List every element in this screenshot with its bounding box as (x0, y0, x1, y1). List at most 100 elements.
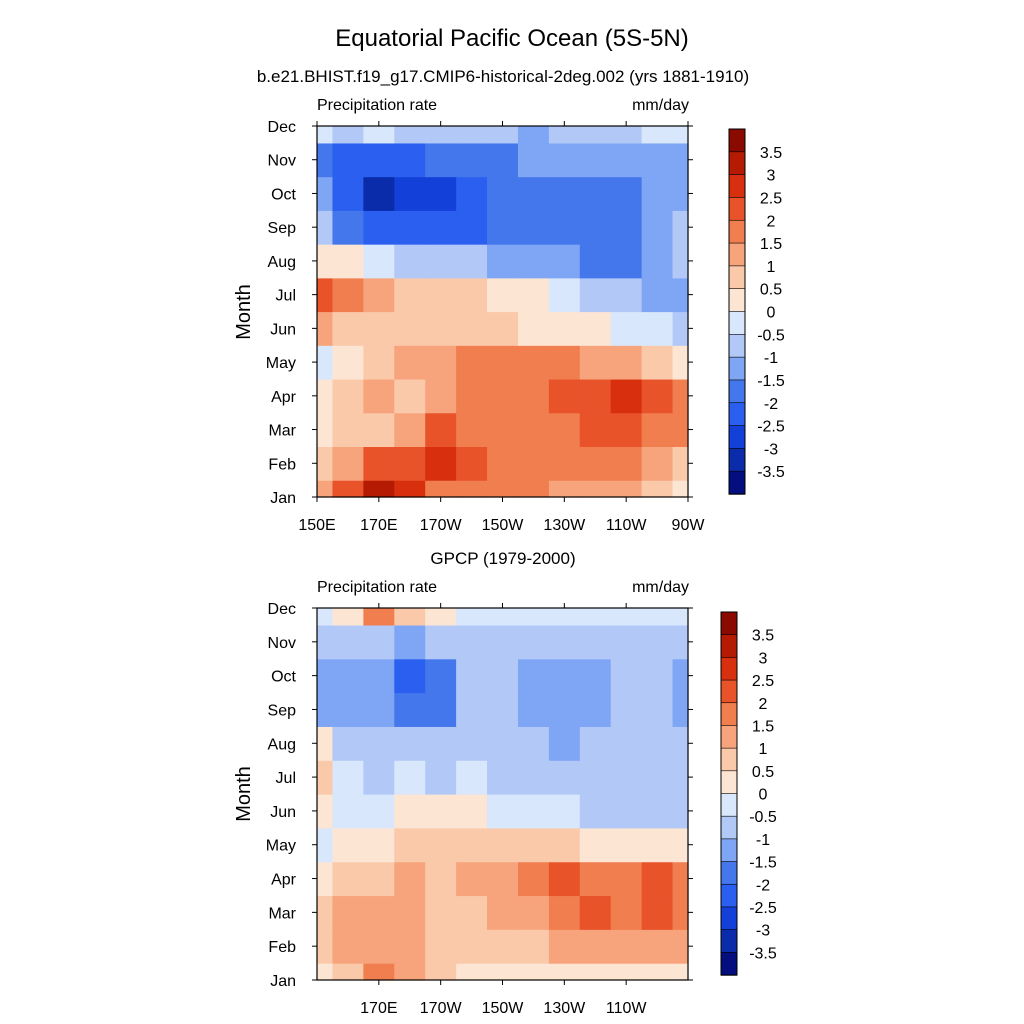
colorbar-label: -3.5 (757, 464, 785, 481)
heatmap-cell (363, 692, 395, 727)
panel-model-subtitle: b.e21.BHIST.f19_g17.CMIP6-historical-2de… (257, 67, 749, 86)
heatmap-cell (363, 760, 395, 795)
heatmap-cell (332, 608, 364, 626)
heatmap-cell (548, 176, 581, 211)
heatmap-cell (641, 176, 674, 211)
y-tick-label: May (266, 838, 296, 855)
heatmap-cell (332, 794, 364, 829)
heatmap-cell (517, 480, 550, 498)
heatmap-cell (487, 963, 519, 981)
y-tick-label: Jan (270, 973, 296, 990)
heatmap-cell (517, 244, 550, 279)
heatmap-cell (641, 861, 674, 897)
heatmap-cell (363, 608, 395, 626)
colorbar-box (728, 334, 746, 358)
heatmap-cell (487, 624, 519, 660)
colorbar-label: -3 (764, 441, 778, 458)
heatmap-cell (641, 244, 674, 279)
heatmap-cell (548, 861, 581, 897)
heatmap-cell (332, 142, 364, 178)
colorbar-box (720, 952, 738, 976)
heatmap-cell (425, 277, 457, 313)
heatmap-cell (672, 692, 689, 727)
colorbar-label: -1 (756, 832, 770, 849)
heatmap-cell (394, 311, 426, 346)
heatmap-cell (641, 794, 674, 829)
heatmap-cell (641, 726, 674, 761)
y-tick-label: Jun (270, 804, 296, 821)
heatmap-cell (317, 277, 334, 313)
heatmap-cell (425, 692, 457, 727)
colorbar-label: -2.5 (749, 900, 777, 917)
heatmap-cell (641, 929, 674, 964)
heatmap-cell (487, 412, 519, 448)
colorbar-box (720, 815, 738, 840)
heatmap-cell (425, 378, 457, 414)
heatmap-cell (579, 345, 612, 380)
x-tick-label: 130W (543, 1000, 586, 1017)
heatmap-cell (317, 176, 334, 211)
colorbar-label: -2 (756, 877, 770, 894)
heatmap-cell (456, 345, 488, 380)
heatmap-cell (548, 311, 581, 346)
heatmap-cell (394, 244, 426, 279)
heatmap-cell (363, 277, 395, 313)
colorbar-box (720, 702, 738, 727)
heatmap-cell (394, 827, 426, 863)
colorbar-frame (728, 128, 746, 495)
heatmap-cell (517, 827, 550, 863)
heatmap-cell (425, 608, 457, 626)
colorbar-box (728, 265, 746, 290)
heatmap-cell (610, 963, 643, 981)
heatmap-cell (394, 658, 426, 694)
y-tick-label: Oct (271, 186, 296, 203)
heatmap-cell (579, 480, 612, 498)
colorbar-label: -1.5 (749, 855, 777, 872)
heatmap-cell (641, 480, 674, 498)
x-tick-label: 170W (420, 1000, 463, 1017)
heatmap-cell (456, 624, 488, 660)
heatmap-cell (425, 624, 457, 660)
heatmap-cell (610, 658, 643, 694)
colorbar-label: 3.5 (760, 145, 782, 162)
heatmap-cell (641, 760, 674, 795)
heatmap-cell (672, 480, 689, 498)
heatmap-cell (517, 446, 550, 481)
panel-gpcp-heatmap (317, 608, 689, 981)
heatmap-cell (672, 345, 689, 380)
heatmap-cell (456, 658, 488, 694)
y-tick-label: Jan (270, 490, 296, 507)
heatmap-cell (517, 176, 550, 211)
heatmap-cell (456, 210, 488, 245)
heatmap-cell (394, 794, 426, 829)
heatmap-cell (332, 446, 364, 481)
heatmap-cell (672, 378, 689, 414)
heatmap-cell (579, 244, 612, 279)
heatmap-cell (456, 126, 488, 144)
heatmap-cell (672, 794, 689, 829)
colorbar-box (728, 379, 746, 404)
heatmap-cell (332, 126, 364, 144)
panel-gpcp: GPCP (1979-2000) Precipitation rate mm/d… (233, 549, 777, 1017)
heatmap-cell (456, 794, 488, 829)
heatmap-cell (610, 794, 643, 829)
colorbar-box (728, 288, 746, 313)
heatmap-cell (487, 126, 519, 144)
heatmap-cell (548, 277, 581, 313)
heatmap-cell (363, 658, 395, 694)
colorbar-box (720, 838, 738, 863)
heatmap-cell (517, 378, 550, 414)
colorbar-label: -2.5 (757, 419, 785, 436)
heatmap-cell (579, 176, 612, 211)
colorbar-box (728, 425, 746, 450)
panel-model-colorbar: 3.5 3 2.5 2 1.5 1 0.5 0 -0.5 -1 -1.5 -2 -2.5 -3 -3.5 (728, 128, 785, 495)
heatmap-cell (517, 126, 550, 144)
heatmap-cell (548, 963, 581, 981)
heatmap-cell (610, 608, 643, 626)
heatmap-cell (317, 126, 334, 144)
panel-gpcp-subtitle: GPCP (1979-2000) (430, 549, 575, 568)
heatmap-cell (487, 378, 519, 414)
heatmap-cell (641, 827, 674, 863)
heatmap-cell (672, 277, 689, 313)
